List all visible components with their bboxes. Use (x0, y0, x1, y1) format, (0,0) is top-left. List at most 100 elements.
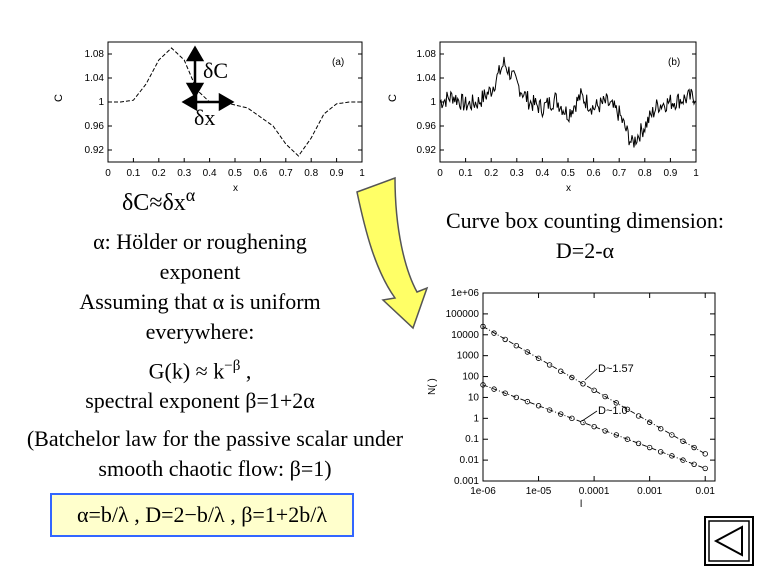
x-tick-label: 1e-06 (470, 486, 496, 497)
data-point (524, 398, 531, 405)
panel-a-xlabel: x (233, 183, 238, 194)
panel-c-label-lower: D~1.0 (598, 405, 628, 417)
x-tick-label: 0.01 (695, 486, 715, 497)
x-tick-label: 0.5 (228, 168, 242, 179)
holder-line1: α: Hölder or roughening (93, 229, 307, 254)
data-point (591, 387, 597, 393)
formula-box: α=b/λ , D=2−b/λ , β=1+2b/λ (50, 493, 354, 537)
data-point (657, 449, 664, 455)
data-point (535, 403, 542, 409)
data-point (669, 453, 675, 459)
y-tick-label: 0.96 (85, 121, 105, 132)
panel-c-leader-lower (581, 410, 598, 422)
holder-line4: everywhere: (145, 319, 255, 344)
x-tick-label: 0.8 (638, 168, 652, 179)
x-tick-label: 0.4 (535, 168, 549, 179)
x-tick-label: 0.7 (612, 168, 626, 179)
data-point (691, 444, 697, 451)
holder-line5: G(k) ≈ k−β , (40, 351, 360, 386)
y-tick-label: 0.92 (85, 145, 105, 156)
data-point (558, 411, 564, 417)
x-tick-label: 0.9 (663, 168, 677, 179)
panel-c-xlabel: l (580, 499, 582, 510)
data-point (480, 382, 486, 388)
x-tick-label: 0.3 (177, 168, 191, 179)
data-point (491, 386, 497, 392)
data-point (680, 438, 686, 444)
panel-b-label: (b) (668, 57, 680, 68)
panel-c-axes: 1e+061000001000010001001010.10.010.0011e… (446, 288, 716, 497)
y-tick-label: 1 (430, 97, 436, 108)
panel-a-ylabel: C (53, 94, 65, 102)
box-counting-line2: D=2-α (555, 238, 615, 263)
x-tick-label: 0.1 (459, 168, 473, 179)
panel-c-label-upper: D~1.57 (598, 363, 634, 375)
chart-panel-c: 1e+061000001000010001001010.10.010.0011e… (427, 288, 716, 510)
panel-c-series (480, 323, 708, 472)
scaling-relation-exponent: α (185, 185, 196, 205)
formula-text: α=b/λ , D=2−b/λ , β=1+2b/λ (77, 502, 327, 527)
x-tick-label: 0.6 (587, 168, 601, 179)
panel-b-curve (439, 56, 697, 148)
data-point (669, 432, 675, 438)
y-tick-label: 1.04 (417, 73, 437, 84)
panel-c-leader-upper (584, 368, 598, 381)
delta-x-label: δx (194, 105, 215, 130)
y-tick-label: 1.04 (85, 73, 105, 84)
y-tick-label: 0.92 (417, 145, 437, 156)
x-tick-label: 0.0001 (579, 486, 610, 497)
spectrum-base: G(k) ≈ k (148, 358, 225, 384)
y-tick-label: 1000 (457, 351, 480, 362)
y-tick-label: 0.1 (465, 434, 479, 445)
data-point (635, 440, 642, 447)
chart-panel-b: 1.08 1.04 1 0.96 0.92 0 0.1 0.2 0.3 0.4 0.5 0.6 0.7 0… (387, 41, 699, 194)
data-point (613, 432, 620, 438)
data-point (524, 349, 531, 355)
x-tick-label: 0.8 (304, 168, 318, 179)
delta-c-arrow (185, 45, 205, 99)
x-tick-label: 0 (437, 168, 443, 179)
data-point (491, 330, 497, 336)
y-tick-label: 1 (473, 413, 479, 424)
data-point (691, 461, 697, 468)
data-point (680, 457, 686, 463)
data-point (624, 406, 631, 413)
x-tick-label: 0.5 (561, 168, 575, 179)
panel-a-curve (108, 47, 362, 157)
batchelor-text: (Batchelor law for the passive scalar un… (0, 424, 430, 484)
y-tick-label: 1e+06 (451, 288, 480, 299)
y-tick-label: 1 (98, 97, 104, 108)
data-point (502, 336, 508, 343)
scaling-relation: δC≈δxα (122, 185, 195, 217)
fit-line-0 (482, 326, 706, 455)
x-tick-label: 0.1 (126, 168, 140, 179)
holder-line8: smooth chaotic flow: β=1) (98, 456, 332, 481)
x-tick-label: 0.001 (637, 486, 662, 497)
data-point (580, 381, 586, 387)
y-tick-label: 0.001 (454, 476, 479, 487)
data-point (569, 374, 575, 381)
back-nav-button[interactable] (704, 516, 754, 566)
plot-frame (107, 41, 363, 163)
x-tick-label: 0.3 (510, 168, 524, 179)
data-point (569, 415, 575, 422)
panel-a-axes: 1.08 1.04 1 0.96 0.92 0 0.1 0.2 0.3 0.4 0.5 0.6 0.7 0… (85, 41, 365, 179)
data-point (613, 400, 620, 406)
panel-a-label: (a) (332, 57, 344, 68)
data-point (502, 390, 508, 396)
data-point (513, 343, 520, 349)
data-point (558, 368, 564, 374)
x-tick-label: 1e-05 (526, 486, 552, 497)
holder-line7: (Batchelor law for the passive scalar un… (26, 426, 404, 451)
box-counting-line1: Curve box counting dimension: (445, 208, 725, 233)
x-tick-label: 0.2 (152, 168, 166, 179)
y-tick-label: 1.08 (85, 49, 105, 60)
x-tick-label: 0.9 (330, 168, 344, 179)
data-point (591, 423, 597, 430)
fit-line-1 (482, 384, 706, 469)
data-point (624, 436, 631, 442)
chart-panel-a: 1.08 1.04 1 0.96 0.92 0 0.1 0.2 0.3 0.4 0.5 0.6 0.7 0… (53, 41, 365, 194)
y-tick-label: 0.01 (460, 455, 480, 466)
data-point (657, 425, 664, 432)
data-point (646, 419, 653, 425)
